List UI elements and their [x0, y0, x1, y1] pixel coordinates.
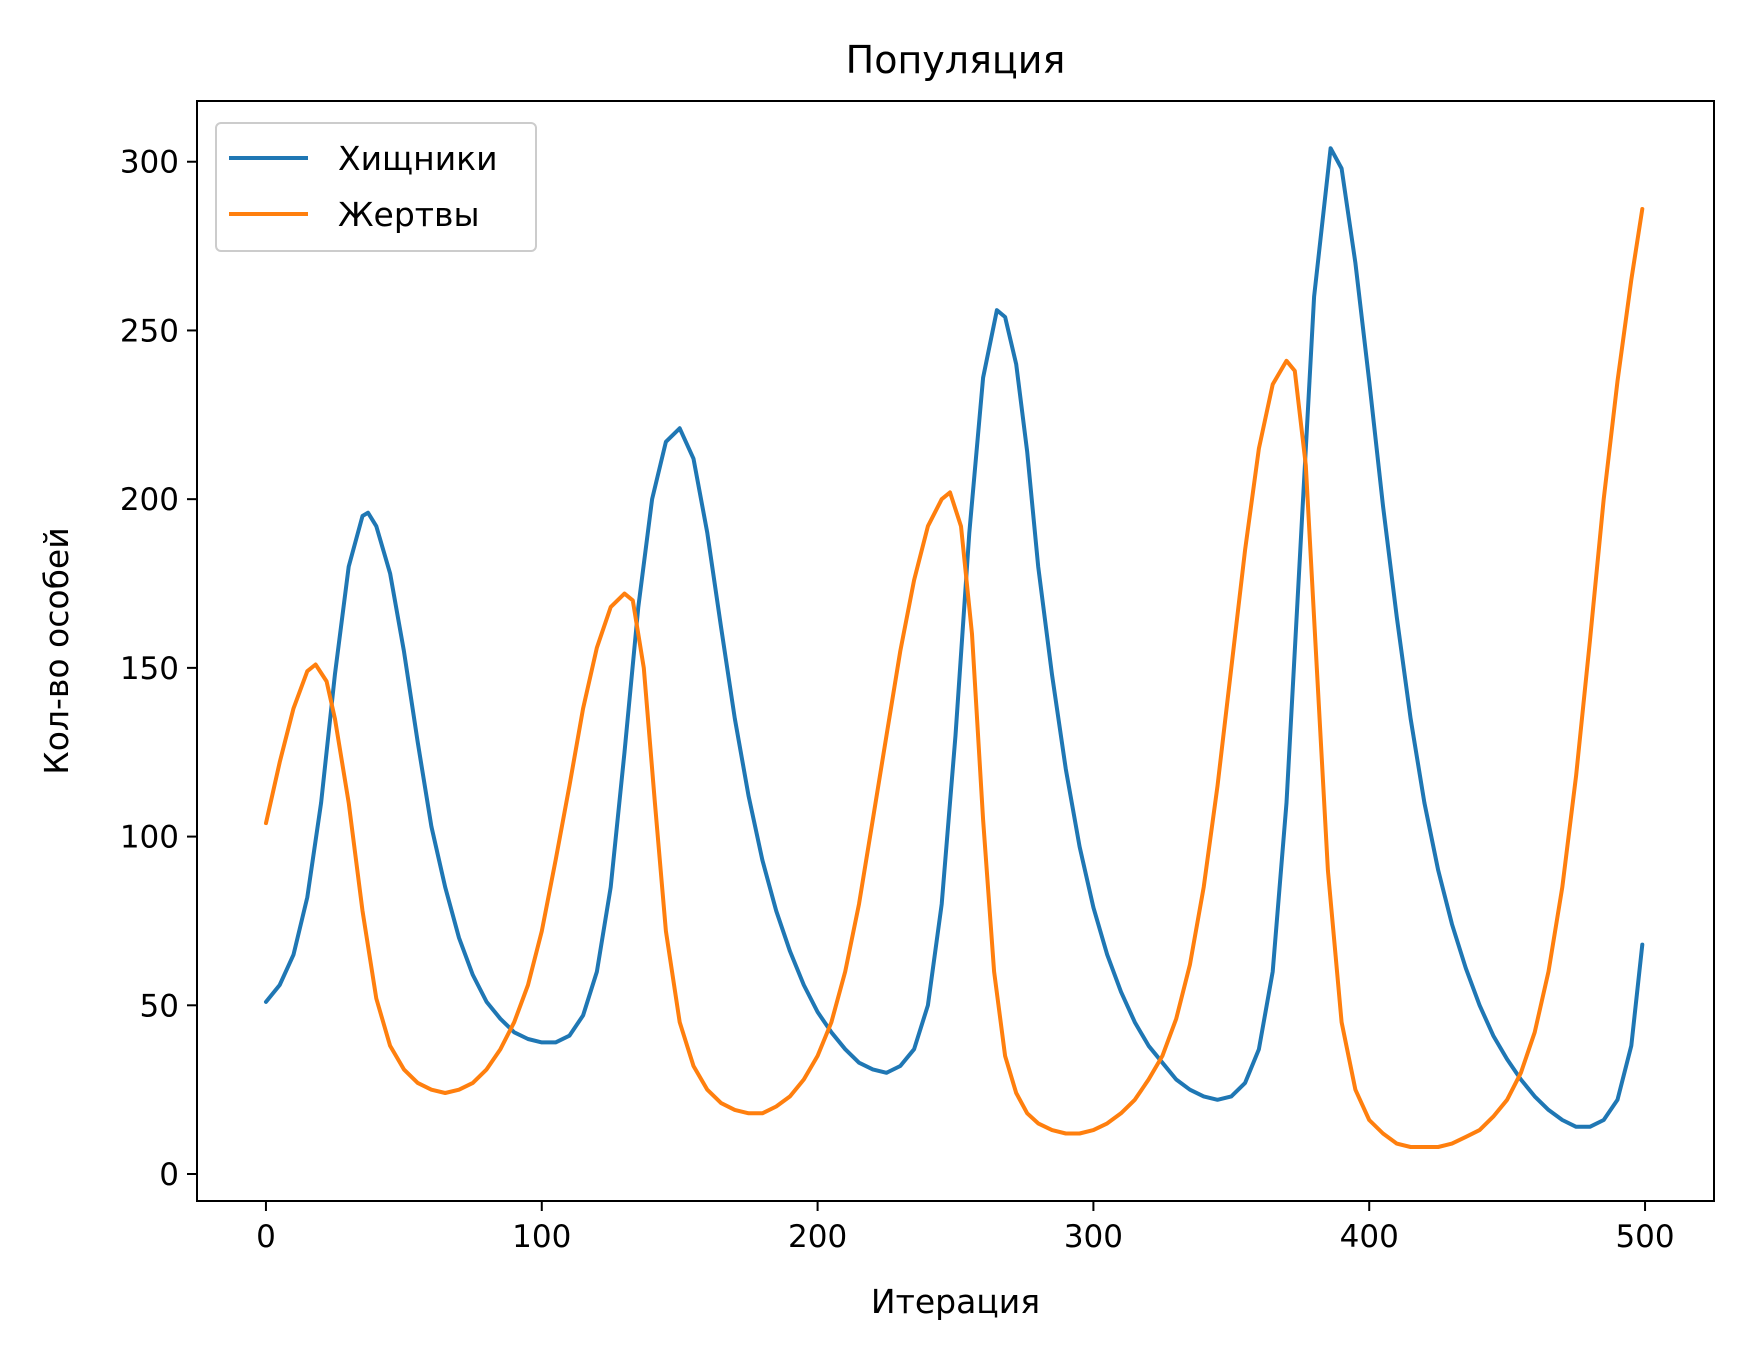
axis-ticks: 0 100 200 300 400 500 0 50 100 150 200 250 300 [120, 145, 1675, 1255]
series-line-predators [264, 146, 1645, 1129]
x-axis-label: Итерация [871, 1282, 1040, 1321]
axes-frame [196, 100, 1715, 1202]
y-tick-label: 150 [120, 651, 179, 687]
y-tick-label: 0 [159, 1157, 179, 1193]
legend: Хищники Жертвы [215, 122, 537, 252]
y-tick-label: 300 [120, 145, 179, 181]
y-tick-label: 50 [140, 988, 179, 1024]
x-tick-label: 100 [512, 1219, 571, 1255]
x-tick-label: 0 [256, 1219, 276, 1255]
legend-box [215, 122, 537, 252]
series-line-prey [264, 207, 1645, 1149]
y-tick-label: 100 [120, 820, 179, 856]
y-axis-label: Кол-во особей [37, 527, 76, 774]
chart-title: Популяция [846, 38, 1066, 82]
y-tick-label: 200 [120, 482, 179, 518]
x-tick-label: 200 [788, 1219, 847, 1255]
x-tick-label: 400 [1340, 1219, 1399, 1255]
x-tick-label: 300 [1064, 1219, 1123, 1255]
plot-area [264, 146, 1645, 1149]
x-tick-label: 500 [1615, 1219, 1674, 1255]
legend-label: Хищники [338, 139, 498, 178]
legend-label: Жертвы [338, 195, 480, 234]
y-tick-label: 250 [120, 313, 179, 349]
